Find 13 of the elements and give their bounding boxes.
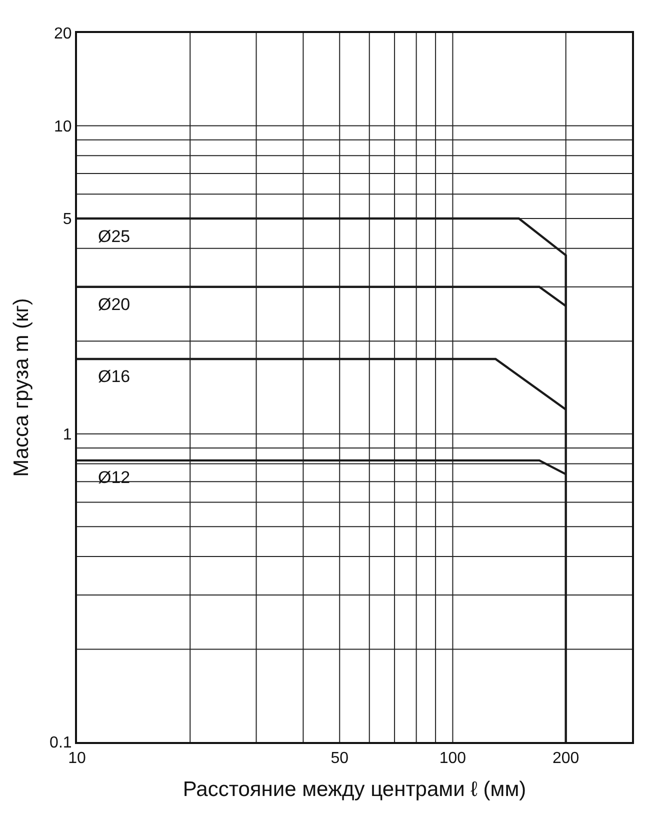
x-axis-title: Расстояние между центрами ℓ (мм) <box>182 778 526 801</box>
y-tick-label: 0.1 <box>50 734 72 752</box>
x-tick-label: 200 <box>552 750 580 768</box>
series-label: Ø16 <box>98 367 130 386</box>
y-tick-label: 20 <box>54 26 72 43</box>
x-tick-label: 50 <box>330 750 349 768</box>
y-tick-label: 5 <box>62 211 72 228</box>
y-axis-title: Масса груза m (кг) <box>10 298 34 477</box>
y-tick-label: 10 <box>54 118 72 136</box>
y-tick-label: 1 <box>62 426 72 444</box>
series-label: Ø20 <box>98 295 130 314</box>
series-label: Ø25 <box>98 227 130 246</box>
x-tick-label: 100 <box>439 750 466 768</box>
